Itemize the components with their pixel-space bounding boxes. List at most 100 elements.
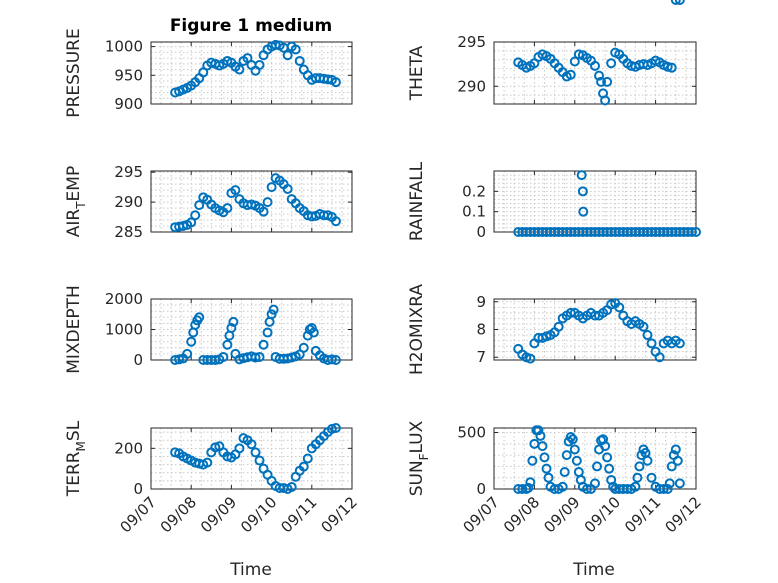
data-point: [654, 352, 665, 363]
data-point: [218, 351, 229, 362]
data-point: [330, 77, 341, 88]
data-point: [590, 478, 600, 489]
data-point: [541, 463, 552, 474]
data-point: [565, 432, 576, 443]
subplot-pressure: 900 950 1000 PRESSURE: [64, 28, 353, 118]
y-tick-label: 9: [476, 293, 486, 311]
data-point: [576, 170, 587, 181]
data-point: [533, 425, 544, 436]
plot-area: [494, 171, 696, 232]
axes-box: [150, 427, 353, 490]
data-point: [569, 56, 580, 67]
data-point: [670, 444, 681, 455]
data-point: [630, 481, 641, 492]
subplot-mixdepth: 0 1000 2000 MIXDEPTH: [64, 285, 353, 374]
data-point: [298, 461, 309, 472]
data-point: [254, 351, 265, 362]
data-point: [646, 338, 657, 349]
y-axis-label: TERRMSL: [64, 420, 88, 497]
y-axis-label: PRESSURE: [64, 28, 84, 117]
y-tick-label: 1000: [105, 38, 143, 56]
y-axis-label: RAINFALL: [407, 161, 427, 241]
data-point: [186, 336, 197, 347]
data-point: [543, 472, 554, 483]
data-point: [308, 327, 319, 338]
data-point: [592, 461, 603, 472]
data-point: [302, 453, 313, 464]
y-tick-label: 295: [457, 33, 486, 51]
data-point: [258, 206, 269, 217]
y-tick-label: 0: [476, 480, 486, 498]
y-tick-label: 295: [114, 163, 143, 181]
data-point: [662, 61, 673, 72]
subplot-h2omixra: 7 8 9 H2OMIXRA: [407, 284, 697, 375]
y-tick-label: 8: [476, 321, 486, 339]
data-point: [266, 182, 277, 193]
data-point: [525, 477, 536, 488]
data-point: [190, 210, 201, 221]
x-tick-label: 09/09: [197, 493, 240, 536]
data-point: [186, 217, 197, 228]
x-tick-label: 09/10: [581, 493, 624, 536]
data-point: [664, 478, 675, 489]
data-point: [258, 339, 269, 350]
y-axis-label: AIRTEMP: [64, 166, 88, 237]
data-point: [230, 185, 241, 196]
y-tick-label: 0.1: [462, 203, 486, 221]
data-point: [290, 44, 301, 55]
y-tick-label: 2000: [105, 290, 143, 308]
y-axis-label: H2OMIXRA: [407, 284, 427, 375]
y-tick-label: 1000: [105, 321, 143, 339]
data-point: [254, 455, 265, 466]
data-point: [571, 455, 582, 466]
data-point: [561, 450, 572, 461]
data-point: [642, 455, 653, 466]
data-point: [326, 354, 337, 365]
data-point: [632, 472, 643, 483]
x-tick-label: 09/07: [117, 493, 160, 536]
data-point: [330, 355, 341, 365]
y-tick-label: 900: [114, 95, 143, 113]
data-point: [268, 304, 279, 315]
data-point: [674, 338, 685, 349]
data-point: [210, 355, 221, 365]
data-point: [282, 50, 293, 61]
data-point: [559, 467, 570, 478]
data-point: [581, 484, 592, 494]
data-point: [686, 227, 697, 237]
data-point: [294, 55, 305, 66]
data-point: [525, 353, 536, 364]
data-point: [614, 302, 625, 313]
data-point: [326, 424, 337, 435]
y-tick-label: 290: [457, 77, 486, 95]
data-point: [527, 455, 538, 466]
data-point: [594, 70, 605, 81]
data-point: [553, 321, 564, 332]
data-point: [666, 461, 677, 472]
axes-box: [150, 170, 353, 233]
x-axis-label-right: Time: [572, 560, 615, 580]
y-tick-label: 7: [476, 348, 486, 366]
subplot-air_temp: 285 290 295 AIRTEMP: [64, 163, 353, 241]
data-point: [517, 484, 528, 494]
y-tick-label: 290: [114, 193, 143, 211]
data-point: [262, 197, 273, 208]
data-point: [600, 95, 611, 106]
data-point: [194, 200, 205, 211]
data-point: [577, 186, 588, 197]
data-point: [234, 443, 245, 454]
y-tick-label: 0: [476, 223, 486, 241]
data-point: [596, 76, 607, 87]
data-point: [634, 461, 645, 472]
data-point: [298, 342, 309, 353]
y-tick-label: 500: [457, 424, 486, 442]
x-axis-label-left: Time: [229, 560, 272, 580]
x-tick-label: 09/12: [318, 493, 361, 536]
subplot-rainfall: 0 0.1 0.2 RAINFALL: [407, 161, 701, 241]
y-axis-label: MIXDEPTH: [64, 285, 84, 374]
y-axis-label: SUNFLUX: [407, 420, 431, 496]
data-point: [537, 441, 548, 452]
